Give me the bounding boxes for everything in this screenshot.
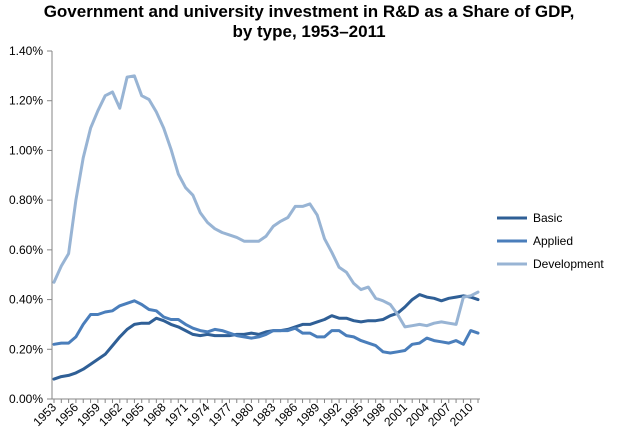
y-tick-label: 0.60% [9,243,43,257]
x-tick-label: 1986 [272,400,301,429]
series-layer [52,74,480,381]
x-tick-label: 1968 [140,400,169,429]
chart-title-line-2: by type, 1953–2011 [232,22,386,41]
legend: Basic Applied Development [497,211,604,271]
x-tick-label: 2004 [403,400,432,429]
chart-title: Government and university investment in … [0,2,618,42]
x-tick-label: 1965 [118,400,147,429]
x-tick-label: 1995 [337,400,366,429]
legend-label-basic: Basic [533,211,562,225]
x-tick-label: 1971 [162,400,191,429]
chart-title-line-1: Government and university investment in … [43,2,575,21]
x-tick-label: 2007 [425,400,454,429]
y-tick-label: 1.40% [9,44,43,58]
x-tick-label: 1959 [74,400,103,429]
x-tick-label: 1956 [52,400,81,429]
x-tick-label: 1989 [294,400,323,429]
series-line-applied [52,299,480,355]
x-tick-label: 1980 [228,400,257,429]
legend-label-applied: Applied [533,234,573,248]
legend-label-development: Development [533,257,604,271]
y-tick-label: 1.20% [9,94,43,108]
y-tick-label: 0.80% [9,193,43,207]
y-tick-label: 0.40% [9,293,43,307]
y-tick-label: 0.00% [9,392,43,406]
series-line-basic [52,293,480,381]
x-tick-label: 2010 [447,400,476,429]
x-tick-label: 1992 [315,400,344,429]
x-tick-label: 1983 [250,400,279,429]
x-tick-label: 1977 [206,400,235,429]
x-tick-label: 1962 [96,400,125,429]
series-line-development [52,74,480,329]
x-tick-label: 2001 [381,400,410,429]
x-tick-label: 1998 [359,400,388,429]
y-tick-label: 0.20% [9,342,43,356]
axes: 0.00% 0.20% 0.40% 0.60% 0.80% 1.00% 1.20% 1.40%… [9,44,480,429]
x-tick-label: 1974 [184,400,213,429]
y-tick-label: 1.00% [9,143,43,157]
